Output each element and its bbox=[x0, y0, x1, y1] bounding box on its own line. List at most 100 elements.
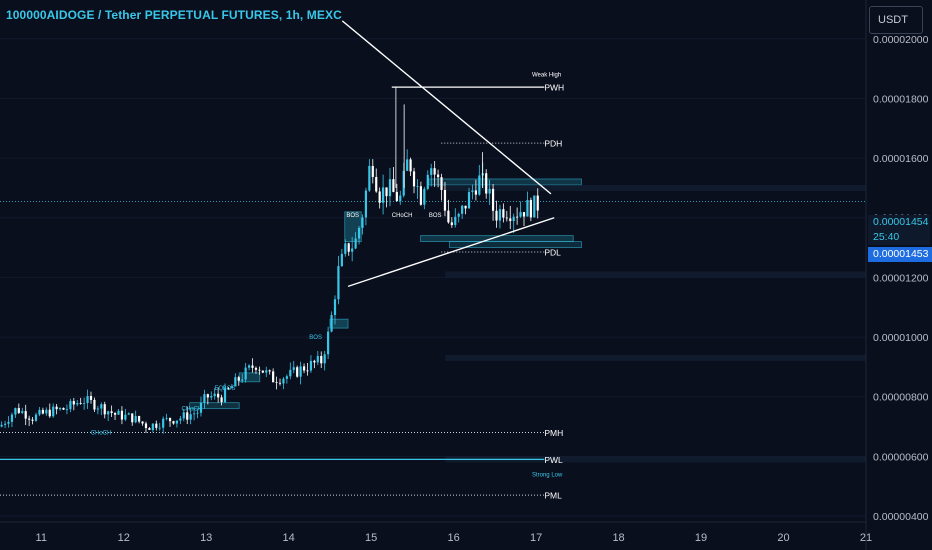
ascending-trendline bbox=[347, 217, 555, 288]
candle-body bbox=[388, 179, 392, 197]
chart-title: 100000AIDOGE / Tether PERPETUAL FUTURES,… bbox=[6, 8, 342, 22]
candle-body bbox=[519, 212, 522, 217]
candle-body bbox=[402, 170, 405, 196]
candle-body bbox=[17, 408, 20, 413]
y-tick-label: 0.00001200 bbox=[873, 272, 929, 284]
candle-body bbox=[516, 216, 519, 218]
candle-body bbox=[192, 413, 196, 415]
candle-body bbox=[509, 218, 512, 222]
zone-box bbox=[329, 318, 349, 329]
candle-body bbox=[464, 205, 467, 209]
candle-body bbox=[412, 171, 416, 187]
candle-body bbox=[55, 406, 58, 410]
y-tick-label: 0.00000800 bbox=[873, 392, 929, 404]
candle-body bbox=[189, 414, 192, 420]
candle-body bbox=[395, 191, 398, 201]
candle-body bbox=[357, 227, 361, 239]
candle-body bbox=[258, 369, 261, 371]
x-tick-label: 17 bbox=[530, 532, 542, 544]
candle-body bbox=[364, 190, 368, 218]
annotation-label: BOS bbox=[346, 213, 359, 219]
candle-body bbox=[382, 187, 385, 203]
candle-body bbox=[151, 423, 154, 431]
candle-body bbox=[120, 410, 124, 420]
candle-body bbox=[14, 408, 17, 415]
candle-body bbox=[58, 407, 62, 410]
candle-body bbox=[107, 411, 110, 415]
candle-body bbox=[423, 188, 426, 205]
candle-body bbox=[533, 195, 536, 218]
x-tick-label: 15 bbox=[365, 532, 377, 544]
candle-body bbox=[244, 367, 247, 380]
annotation-label: CHoCH bbox=[392, 213, 413, 219]
x-tick-label: 11 bbox=[36, 532, 47, 544]
x-tick-label: 16 bbox=[447, 532, 459, 544]
candle-body bbox=[495, 210, 498, 221]
candle-body bbox=[230, 386, 233, 389]
candle-body bbox=[165, 417, 168, 419]
candle-body bbox=[522, 212, 526, 217]
annotation-label: Strong Low bbox=[532, 472, 563, 478]
candle-body bbox=[206, 394, 209, 398]
annotation-label: PDH bbox=[544, 139, 562, 149]
candle-body bbox=[485, 173, 488, 194]
candle-body bbox=[7, 421, 10, 424]
candle-body bbox=[213, 393, 216, 397]
candle-body bbox=[199, 402, 203, 413]
candle-body bbox=[62, 407, 65, 410]
candle-body bbox=[313, 360, 316, 363]
candle-body bbox=[41, 409, 44, 414]
annotation-label: BOS bbox=[223, 386, 236, 392]
candle-body bbox=[447, 210, 450, 223]
y-tick-label: 0.00000600 bbox=[873, 451, 929, 463]
candle-body bbox=[247, 365, 251, 368]
x-tick-label: 19 bbox=[695, 532, 707, 544]
price-gridlines bbox=[0, 38, 866, 517]
current-price-tag: 0.00001454 25:40 bbox=[868, 215, 930, 245]
candle-body bbox=[86, 396, 89, 403]
candle-body bbox=[10, 414, 14, 422]
zone-band bbox=[445, 354, 866, 361]
candle-body bbox=[436, 174, 440, 178]
candle-body bbox=[330, 315, 333, 332]
candle-body bbox=[65, 409, 69, 410]
candle-body bbox=[302, 366, 306, 371]
candle-body bbox=[186, 412, 189, 420]
candle-body bbox=[440, 177, 443, 190]
candle-body bbox=[536, 195, 539, 211]
annotation-label: CHoCH bbox=[91, 431, 112, 437]
candle-body bbox=[323, 354, 326, 364]
candle-body bbox=[337, 266, 340, 300]
candle-body bbox=[162, 418, 165, 428]
candle-body bbox=[292, 367, 295, 370]
candle-body bbox=[474, 190, 477, 195]
candle-body bbox=[103, 404, 106, 415]
candle-body bbox=[45, 409, 48, 414]
candle-body bbox=[406, 159, 409, 171]
candle-body bbox=[282, 378, 285, 384]
y-tick-label: 0.00002000 bbox=[873, 34, 929, 46]
candle-body bbox=[296, 367, 299, 377]
annotation-label: PWH bbox=[544, 83, 564, 93]
candle-body bbox=[21, 411, 24, 413]
zone-box bbox=[449, 241, 582, 248]
x-tick-label: 20 bbox=[777, 532, 789, 544]
candle-body bbox=[52, 406, 55, 417]
candle-body bbox=[251, 365, 254, 368]
candle-body bbox=[172, 421, 175, 424]
candle-body bbox=[124, 414, 127, 420]
annotation-label: PWL bbox=[544, 455, 563, 465]
candle-body bbox=[392, 179, 395, 192]
annotation-label: PMH bbox=[544, 428, 563, 438]
candle-body bbox=[399, 195, 402, 201]
y-axis-ticks: 0.000020000.000018000.000016000.00001400… bbox=[873, 34, 929, 523]
candle-body bbox=[89, 396, 93, 400]
candle-body bbox=[461, 205, 464, 214]
currency-button[interactable]: USDT bbox=[869, 6, 923, 34]
candle-body bbox=[79, 403, 82, 404]
candle-body bbox=[368, 165, 371, 191]
candle-body bbox=[182, 412, 185, 419]
candle-body bbox=[467, 192, 471, 209]
candle-body bbox=[100, 404, 103, 409]
